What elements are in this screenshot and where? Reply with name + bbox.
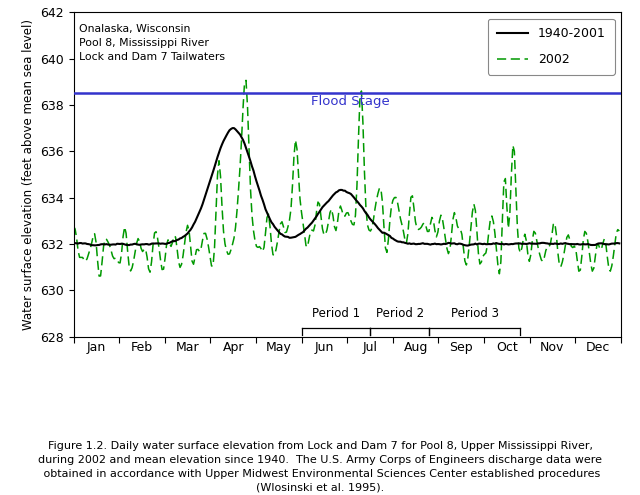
Legend: 1940-2001, 2002: 1940-2001, 2002 [488,19,614,75]
Y-axis label: Water surface elevation (feet above mean sea level): Water surface elevation (feet above mean… [22,19,35,330]
Text: Period 3: Period 3 [451,307,499,320]
Text: Onalaska, Wisconsin
Pool 8, Mississippi River
Lock and Dam 7 Tailwaters: Onalaska, Wisconsin Pool 8, Mississippi … [79,24,225,62]
Text: Period 2: Period 2 [376,307,424,320]
Text: Flood Stage: Flood Stage [311,95,390,108]
Text: Period 1: Period 1 [312,307,360,320]
Text: Figure 1.2. Daily water surface elevation from Lock and Dam 7 for Pool 8, Upper : Figure 1.2. Daily water surface elevatio… [38,441,602,493]
